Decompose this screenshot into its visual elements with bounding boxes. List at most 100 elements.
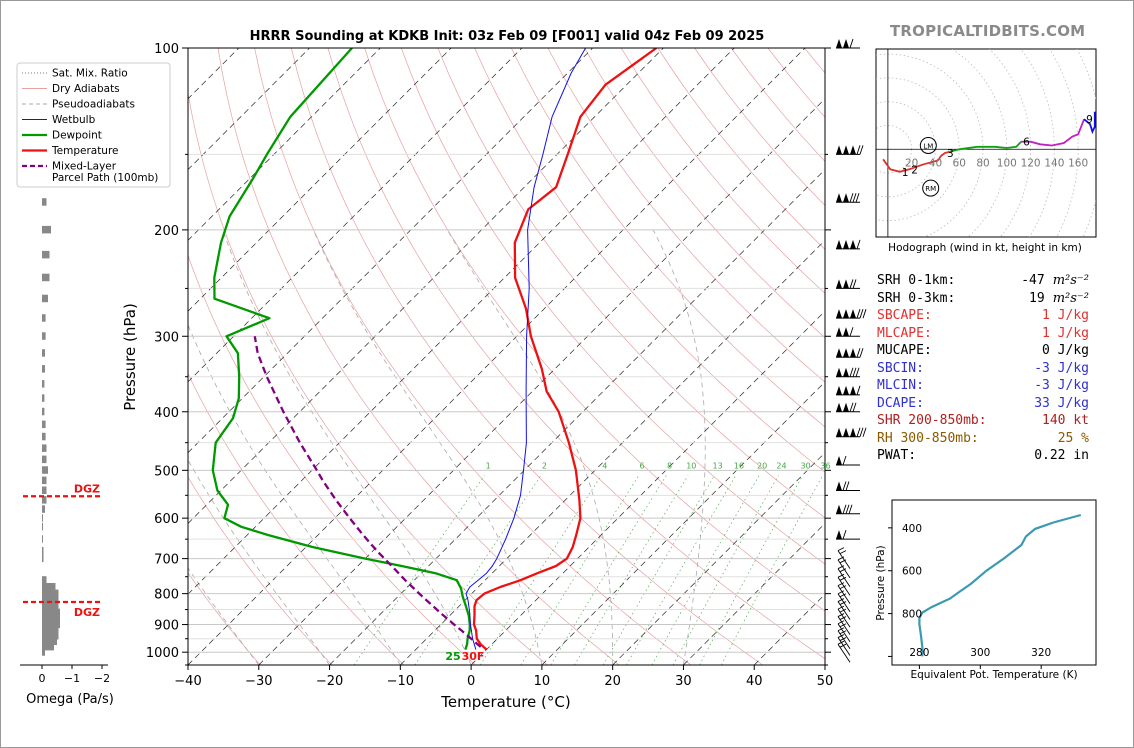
mixing-ratio-label: 4 <box>602 461 607 470</box>
hodograph-height-label: 6 <box>1023 137 1030 149</box>
wind-barb <box>836 427 867 438</box>
stat-value: 25 % <box>1057 430 1089 446</box>
stat-value: 0 J/kg <box>1042 343 1089 358</box>
dry-adiabat-line <box>290 48 763 665</box>
dry-adiabat-line <box>474 48 825 473</box>
wind-barb-feather <box>842 504 847 514</box>
theta-e-line <box>918 513 1082 657</box>
wind-barb-feather <box>848 504 853 514</box>
stat-row: SHR 200-850mb: 140 kt <box>877 412 1089 430</box>
mixing-ratio-label: 8 <box>667 461 672 470</box>
wind-barb-flag <box>836 530 842 540</box>
hodograph-labels: 20 40 60 80 100 120 140 160 1 2 3 6 9 LM RM <box>902 114 1093 197</box>
y-tick-label: 100 <box>154 42 179 57</box>
omega-bar <box>42 637 57 645</box>
mixing-ratio-labels: 1 2 4 6 8 10 13 16 20 24 30 36 <box>486 461 831 470</box>
theta-e-y-tick-label: 600 <box>902 566 922 578</box>
wind-barb-feather <box>852 402 857 412</box>
hodograph-height-label: 1 <box>902 167 909 179</box>
wind-barb-feather <box>837 605 845 610</box>
stat-unit: m²s⁻² <box>1052 290 1089 306</box>
wind-barb-feather <box>849 193 854 203</box>
wind-barb-flag <box>843 402 849 412</box>
wind-barb-flag <box>836 145 842 155</box>
wind-barb <box>837 620 851 642</box>
wind-barb-flag <box>836 39 842 48</box>
hodograph-speed-label: 100 <box>997 157 1017 169</box>
wind-barb <box>836 481 860 492</box>
omega-xlabel: Omega (Pa/s) <box>26 692 114 707</box>
dry-adiabat-line <box>217 48 620 665</box>
omega-bar <box>42 455 47 464</box>
x-tick-label: 40 <box>746 674 763 689</box>
pseudoadiabat-line <box>447 229 614 665</box>
wind-barb-feather <box>837 598 845 602</box>
wind-barb-feather <box>855 367 860 377</box>
dry-adiabat-line <box>510 48 825 428</box>
wind-barb <box>837 565 851 587</box>
wind-barb-feather <box>837 590 845 595</box>
stat-value: 1 J/kg <box>1042 308 1089 323</box>
wind-barb-flag <box>836 327 842 337</box>
stat-row: PWAT: 0.22 in <box>877 447 1089 465</box>
wind-barb-feather <box>849 327 854 337</box>
stat-label: MLCIN: <box>877 378 924 393</box>
wind-barb-flag <box>836 385 842 395</box>
stat-label: SBCAPE: <box>877 308 932 323</box>
wind-barb-flag <box>850 427 856 437</box>
chart-title: HRRR Sounding at KDKB Init: 03z Feb 09 [… <box>250 29 765 44</box>
wind-barb-feather <box>839 623 847 628</box>
wind-barb-flag <box>836 481 842 491</box>
wind-barb-feather <box>837 582 845 587</box>
y-tick-label: 300 <box>154 330 179 345</box>
wind-barb-feather <box>856 385 861 395</box>
hodograph-height-label: 3 <box>947 148 954 160</box>
wind-barb-flag <box>843 239 849 249</box>
sounding-stats: SRH 0-1km: -47 m²s⁻² SRH 0-3km: 19 m²s⁻² SBCAP… <box>877 272 1089 465</box>
legend-label: Dewpoint <box>52 130 102 142</box>
y-tick-label: 1000 <box>146 646 179 661</box>
theta-e-plot-area <box>918 513 1082 657</box>
wind-barb-flag <box>836 456 842 466</box>
mixing-ratio-line <box>520 475 640 665</box>
omega-bar <box>42 486 47 494</box>
wind-barb-feather <box>839 616 847 620</box>
wind-barb <box>837 605 851 628</box>
x-tick-label: 10 <box>534 674 551 689</box>
wind-barb-feather <box>859 309 864 319</box>
omega-bar <box>42 642 54 651</box>
wind-barb-feather <box>852 193 857 203</box>
legend-label: Sat. Mix. Ratio <box>52 68 128 80</box>
legend-label: Temperature <box>51 145 119 157</box>
omega-bar <box>42 420 46 429</box>
mixing-ratio-label: 6 <box>640 461 645 470</box>
mixing-ratio-label: 10 <box>686 461 696 470</box>
surface-temp-label: 30F <box>462 650 485 663</box>
wind-barb <box>837 634 851 656</box>
wind-barb-feather <box>839 585 847 590</box>
omega-panel: 0 −1 −2 DGZ DGZ <box>20 198 110 685</box>
omega-bar <box>42 583 56 591</box>
dry-adiabat-line <box>188 372 405 665</box>
series-dewpoint-line <box>211 48 471 650</box>
y-tick-label: 900 <box>154 619 179 634</box>
stat-row: SBCIN: -3 J/kg <box>877 360 1089 378</box>
mixing-ratio-label: 36 <box>820 461 830 470</box>
wind-barb-flag <box>843 367 849 377</box>
isotherm-line <box>329 169 825 665</box>
wind-barb-feather <box>839 630 847 635</box>
stat-label: SRH 0-1km: <box>877 273 956 288</box>
pseudoadiabat-line <box>312 229 543 665</box>
wind-barb-feather <box>837 634 845 638</box>
stat-row: MLCIN: -3 J/kg <box>877 377 1089 395</box>
wind-barb-flag <box>850 348 856 358</box>
hodograph-storm-motion-circle <box>919 137 937 155</box>
hodograph-speed-label: 140 <box>1044 157 1064 169</box>
stat-label: SHR 200-850mb: <box>877 413 987 428</box>
theta-e-xlabel: Equivalent Pot. Temperature (K) <box>910 669 1077 681</box>
isotherm-line <box>541 381 825 665</box>
wind-barb <box>836 455 860 466</box>
hodograph-trace <box>1083 111 1096 135</box>
wind-barb-feather <box>839 608 847 613</box>
y-tick-label: 400 <box>154 406 179 421</box>
